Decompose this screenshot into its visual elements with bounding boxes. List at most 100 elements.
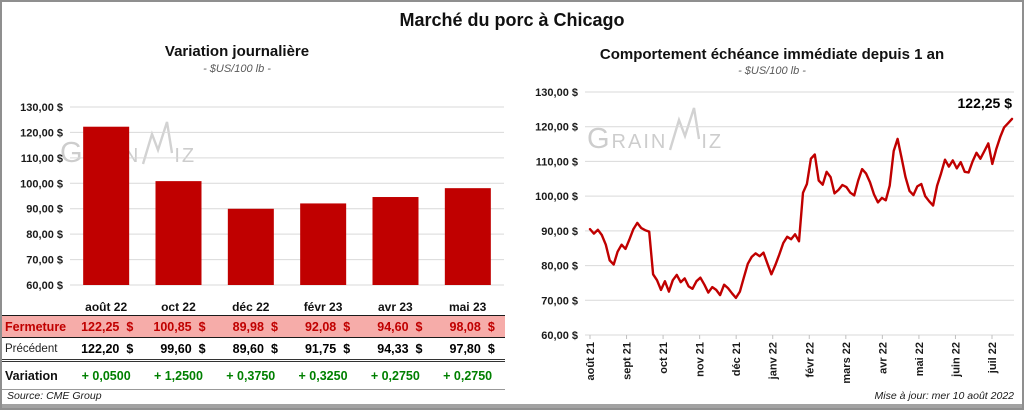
variation-row: Variation + 0,0500 + 1,2500 + 0,3750 + 0,325… (2, 362, 505, 390)
price-value: 89,60 (232, 341, 264, 356)
month-header-cell: févr 23 (303, 299, 343, 314)
price-value: 100,85 (153, 319, 192, 334)
month-header-cell: avr 23 (377, 299, 413, 314)
y-axis-tick-label: 80,00 $ (26, 229, 63, 241)
price-cell: 97,80 $ (431, 342, 503, 356)
grainwiz-watermark: Grain iz (587, 106, 724, 155)
x-axis-tick-label: mars 22 (841, 342, 853, 384)
variation-value: + 1,2500 (153, 368, 203, 383)
grainwiz-zigzag-icon (669, 107, 701, 151)
bottom-divider-bar (2, 404, 1022, 408)
page-title: Marché du porc à Chicago (399, 10, 625, 30)
x-axis-tick-label: août 21 (585, 342, 597, 381)
price-value: 97,80 (449, 341, 481, 356)
bar-août 22 (83, 126, 130, 285)
price-cell: 91,75 $ (287, 342, 359, 356)
y-axis-tick-label: 120,00 $ (535, 122, 578, 134)
x-axis-tick-label: déc 21 (731, 342, 743, 376)
currency-symbol: $ (198, 319, 206, 334)
bar-chart-title: Variation journalière (164, 43, 310, 60)
currency-symbol: $ (270, 319, 278, 334)
y-axis-tick-label: 70,00 $ (541, 295, 578, 307)
currency-symbol: $ (126, 341, 134, 356)
price-value: 91,75 (304, 341, 337, 356)
watermark-text-iz: iz (701, 122, 724, 155)
price-cell: 94,60 $ (359, 320, 431, 334)
x-axis-tick-label: nov 21 (695, 342, 707, 377)
variation-value: + 0,2750 (370, 368, 420, 383)
y-axis-tick-label: 130,00 $ (20, 102, 63, 114)
y-axis-tick-label: 60,00 $ (541, 330, 578, 342)
x-axis-tick-label: avr 22 (877, 342, 889, 374)
price-table: août 22 oct 22 déc 22 févr 23 avr 23 mai 23 Fe… (2, 298, 505, 390)
bar-mai 23 (444, 188, 491, 285)
precedent-row: Précédent 122,20 $ 99,60 $89,60 $91,75 $94,33 $… (2, 338, 505, 362)
bar-chart-subtitle: - $US/100 lb - (203, 63, 271, 75)
y-axis-tick-label: 110,00 $ (536, 156, 578, 168)
source-note: Source: CME Group (7, 390, 102, 402)
table-header-row: août 22 oct 22 déc 22 févr 23 avr 23 mai 23 (2, 298, 505, 316)
currency-symbol: $ (415, 341, 423, 356)
price-cell: 98,08 $ (431, 320, 503, 334)
price-cell: 122,20 $ (70, 342, 142, 356)
x-axis-tick-label: juil 22 (987, 342, 999, 374)
currency-symbol: $ (487, 341, 495, 356)
currency-symbol: $ (343, 341, 351, 356)
price-line (588, 117, 1014, 300)
watermark-text-iz: iz (174, 136, 197, 169)
price-value: 98,08 (449, 319, 481, 334)
price-cell: 89,60 $ (215, 342, 287, 356)
x-axis-tick-label: mai 22 (914, 342, 926, 376)
line-chart-title: Comportement échéance immédiate depuis 1… (599, 46, 945, 63)
update-note: Mise à jour: mer 10 août 2022 (874, 390, 1015, 402)
y-axis-tick-label: 80,00 $ (541, 261, 578, 273)
currency-symbol: $ (198, 341, 206, 356)
price-cell: 100,85 $ (142, 320, 214, 334)
bar-avr 23 (372, 197, 419, 285)
price-cell: 99,60 $ (142, 342, 214, 356)
currency-symbol: $ (343, 319, 351, 334)
price-value: 94,60 (377, 319, 409, 334)
y-axis-tick-label: 90,00 $ (541, 226, 578, 238)
row-label: Fermeture (5, 319, 67, 334)
y-axis-tick-label: 130,00 $ (535, 87, 578, 99)
variation-value: + 0,2750 (443, 368, 493, 383)
line-chart-subtitle: - $US/100 lb - (738, 65, 806, 77)
currency-symbol: $ (415, 319, 423, 334)
price-cell: 94,33 $ (359, 342, 431, 356)
price-cell: 122,25 $ (70, 320, 142, 334)
y-axis-tick-label: 100,00 $ (20, 178, 63, 190)
y-axis-tick-label: 110,00 $ (21, 153, 63, 165)
fermeture-row: Fermeture 122,25 $100,85 $89,98 $92,08 $94,60… (2, 316, 505, 338)
x-axis-tick-label: sept 21 (622, 342, 634, 380)
variation-value: + 0,3250 (298, 368, 348, 383)
month-header-cell: mai 23 (448, 299, 487, 314)
y-axis-tick-label: 120,00 $ (20, 127, 63, 139)
y-axis-tick-label: 60,00 $ (26, 280, 63, 292)
row-label: Précédent (5, 342, 58, 355)
bar-oct 22 (155, 181, 202, 285)
currency-symbol: $ (270, 341, 278, 356)
price-value: 94,33 (377, 341, 409, 356)
variation-value: + 0,0500 (81, 368, 131, 383)
price-value: 99,60 (160, 341, 192, 356)
x-axis-tick-label: juin 22 (950, 342, 962, 378)
currency-symbol: $ (126, 319, 134, 334)
bar-févr 23 (300, 203, 347, 285)
y-axis-tick-label: 70,00 $ (26, 255, 63, 267)
currency-symbol: $ (487, 319, 495, 334)
x-axis-tick-label: janv 22 (768, 342, 780, 380)
watermark-text-grain: Grain (587, 122, 668, 155)
month-header-cell: août 22 (85, 299, 128, 314)
month-header-cell: déc 22 (232, 299, 270, 314)
price-value: 92,08 (304, 319, 337, 334)
price-cell: 89,98 $ (215, 320, 287, 334)
last-value-label: 122,25 $ (958, 95, 1013, 111)
price-cell: 92,08 $ (287, 320, 359, 334)
x-axis-tick-label: févr 22 (804, 342, 816, 377)
y-axis-tick-label: 100,00 $ (535, 191, 578, 203)
price-value: 122,25 (81, 319, 120, 334)
price-value: 89,98 (232, 319, 264, 334)
y-axis-tick-label: 90,00 $ (26, 204, 63, 216)
